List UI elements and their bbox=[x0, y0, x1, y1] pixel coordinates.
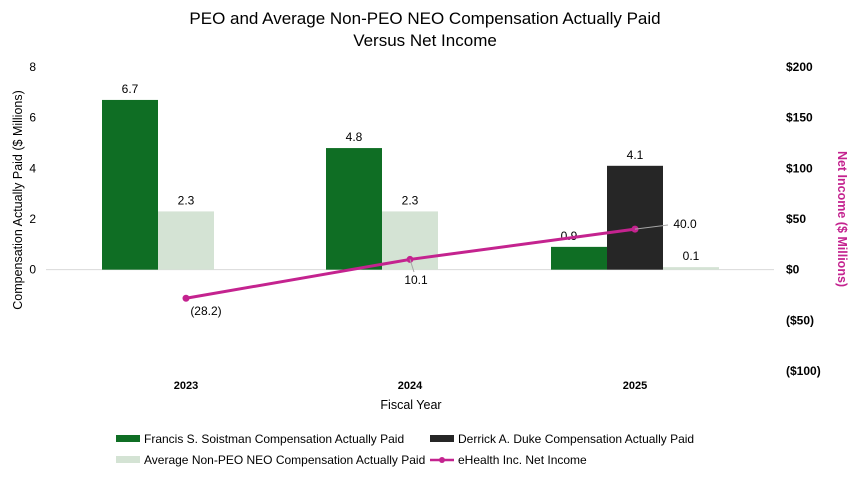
net-income-point-2023 bbox=[182, 294, 190, 302]
right-tick-label-5: $150 bbox=[786, 111, 813, 125]
legend-label-duke: Derrick A. Duke Compensation Actually Pa… bbox=[458, 432, 694, 446]
y2-axis-title: Net Income ($ Millions) bbox=[835, 151, 849, 287]
bar-label-1-2025: 4.1 bbox=[627, 148, 644, 162]
net-income-label-2024: 10.1 bbox=[404, 273, 428, 287]
right-tick-label-1: ($50) bbox=[786, 313, 814, 327]
bars-layer bbox=[102, 99, 719, 270]
right-tick-label-4: $100 bbox=[786, 161, 813, 175]
legend-swatch-duke bbox=[430, 435, 454, 442]
bar-1-2025 bbox=[607, 165, 663, 270]
legend-label-net-income: eHealth Inc. Net Income bbox=[458, 453, 587, 467]
legend-label-non-peo: Average Non-PEO NEO Compensation Actuall… bbox=[144, 453, 425, 467]
bar-0-2023 bbox=[102, 99, 158, 270]
category-label-2025: 2025 bbox=[623, 380, 647, 392]
category-label-2024: 2024 bbox=[398, 380, 423, 392]
net-income-leader-2025 bbox=[634, 224, 669, 230]
net-income-label-2025: 40.0 bbox=[673, 217, 697, 231]
bar-0-2025 bbox=[551, 246, 607, 270]
chart-title-line-1: PEO and Average Non-PEO NEO Compensation… bbox=[189, 9, 660, 28]
legend-swatch-soistman bbox=[116, 435, 140, 442]
net-income-leader-2024 bbox=[409, 259, 415, 273]
chart-title-line-2: Versus Net Income bbox=[353, 31, 497, 50]
legend-marker-net-income bbox=[439, 457, 445, 463]
bar-label-2-2025: 0.1 bbox=[683, 249, 700, 263]
left-tick-label-4: 8 bbox=[29, 60, 36, 74]
bar-label-0-2024: 4.8 bbox=[346, 130, 363, 144]
bar-2-2025 bbox=[663, 267, 719, 270]
bar-2-2023 bbox=[158, 211, 214, 270]
category-labels: 2023 2024 2025 bbox=[174, 380, 647, 392]
right-tick-label-6: $200 bbox=[786, 60, 813, 74]
left-tick-label-3: 6 bbox=[29, 111, 36, 125]
legend-label-soistman: Francis S. Soistman Compensation Actuall… bbox=[144, 432, 404, 446]
net-income-line-layer: (28.2) 10.1 40.0 bbox=[182, 217, 697, 318]
left-tick-label-1: 2 bbox=[29, 212, 36, 226]
bar-0-2024 bbox=[326, 148, 382, 270]
x-axis-title: Fiscal Year bbox=[380, 398, 441, 412]
right-tick-label-3: $50 bbox=[786, 212, 806, 226]
right-tick-label-0: ($100) bbox=[786, 364, 821, 378]
left-tick-label-0: 0 bbox=[29, 263, 36, 277]
bar-label-2-2024: 2.3 bbox=[402, 193, 419, 207]
left-axis-ticks: 0 2 4 6 8 bbox=[29, 60, 36, 277]
y-axis-title: Compensation Actually Paid ($ Millions) bbox=[11, 90, 25, 310]
legend-swatch-non-peo bbox=[116, 456, 140, 463]
left-tick-label-2: 4 bbox=[29, 161, 36, 175]
legend: Francis S. Soistman Compensation Actuall… bbox=[116, 432, 694, 467]
right-tick-label-2: $0 bbox=[786, 263, 800, 277]
bar-labels-layer: 6.72.34.82.30.94.10.1 bbox=[122, 82, 700, 263]
category-label-2023: 2023 bbox=[174, 380, 198, 392]
net-income-label-2023: (28.2) bbox=[190, 304, 221, 318]
bar-label-0-2023: 6.7 bbox=[122, 82, 139, 96]
bar-label-2-2023: 2.3 bbox=[178, 193, 195, 207]
right-axis-ticks: ($100) ($50) $0 $50 $100 $150 $200 bbox=[786, 60, 821, 378]
